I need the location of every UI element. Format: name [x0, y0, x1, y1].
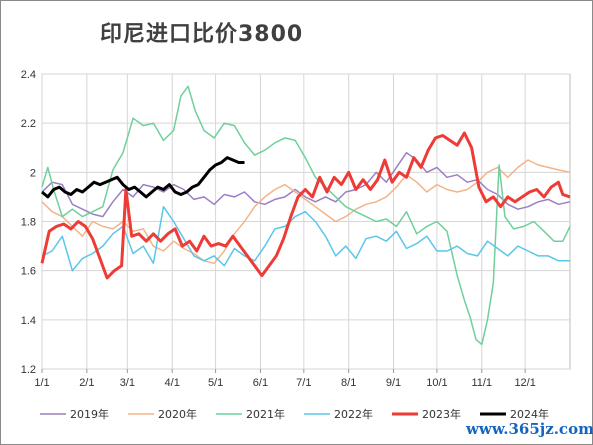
legend-label: 2024年 — [510, 407, 549, 421]
y-tick-label: 1.2 — [21, 364, 36, 376]
legend-label: 2021年 — [246, 407, 285, 421]
x-tick-label: 4/1 — [165, 377, 180, 389]
x-tick-label: 5/1 — [208, 377, 223, 389]
y-tick-label: 1.6 — [21, 266, 36, 278]
x-tick-label: 8/1 — [341, 377, 356, 389]
series-line-2022年 — [41, 205, 570, 272]
series-lines — [40, 85, 571, 346]
x-tick-label: 2/1 — [79, 377, 94, 389]
series-line-2021年 — [41, 85, 571, 346]
x-tick-label: 3/1 — [120, 377, 135, 389]
legend-label: 2022年 — [334, 407, 373, 421]
x-tick-label: 11/1 — [471, 377, 492, 389]
y-tick-label: 2.2 — [21, 118, 36, 130]
chart-title: 印尼进口比价3800 — [100, 22, 304, 47]
x-tick-label: 1/1 — [34, 377, 49, 389]
legend: 2019年 2020年 2021年 2022年 2023年 2024年 — [40, 407, 549, 421]
series-line-2019年 — [41, 151, 571, 218]
axes: 1.2 1.4 1.6 1.8 2 2.2 2.4 1/1 2/1 3/1 4/1 5/1 6/1 7/1… — [21, 69, 536, 389]
grid — [41, 73, 571, 370]
x-tick-label: 10/1 — [426, 377, 447, 389]
watermark: www.365jz.com — [466, 420, 593, 438]
y-tick-label: 1.4 — [21, 315, 36, 327]
legend-label: 2019年 — [70, 407, 109, 421]
y-tick-label: 2.4 — [21, 69, 36, 81]
y-tick-label: 1.8 — [21, 217, 36, 229]
x-tick-label: 9/1 — [386, 377, 401, 389]
x-tick-label: 12/1 — [514, 377, 535, 389]
x-tick-label: 6/1 — [253, 377, 268, 389]
legend-label: 2023年 — [422, 407, 461, 421]
series-line-2023年 — [40, 131, 571, 280]
x-tick-label: 7/1 — [296, 377, 311, 389]
y-tick-label: 2 — [30, 167, 36, 179]
legend-label: 2020年 — [158, 407, 197, 421]
series-line-2024年 — [41, 156, 245, 199]
